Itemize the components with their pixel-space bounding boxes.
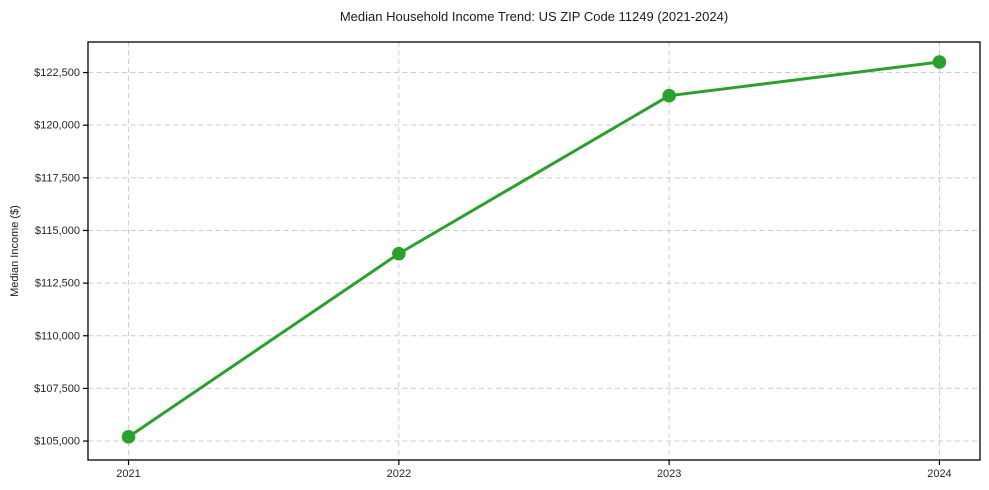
- plot-border: [87, 41, 981, 461]
- data-point: [121, 430, 136, 444]
- x-tick-label: 2023: [657, 468, 681, 480]
- y-tick-label: $105,000: [34, 436, 80, 448]
- y-tick-label: $115,000: [35, 225, 80, 237]
- y-axis-title: Median Income ($): [9, 205, 21, 297]
- y-tick-label: $107,500: [34, 383, 80, 395]
- trend-line: [127, 60, 941, 439]
- chart-title: Median Household Income Trend: US ZIP Co…: [339, 9, 729, 24]
- data-point: [392, 246, 406, 261]
- x-tick-label: 2022: [387, 468, 411, 480]
- y-tick-label: $122,500: [34, 67, 80, 79]
- x-tick-label: 2021: [116, 468, 140, 480]
- y-tick-label: $117,500: [35, 172, 80, 184]
- y-tick-label: $110,000: [35, 330, 80, 342]
- data-point: [932, 55, 947, 69]
- x-tick-label: 2024: [927, 468, 951, 480]
- y-tick-label: $112,500: [35, 278, 80, 290]
- y-tick-label: $120,000: [34, 120, 80, 132]
- data-point: [662, 88, 676, 103]
